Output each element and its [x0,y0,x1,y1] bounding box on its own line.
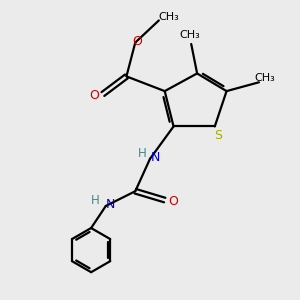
Text: O: O [169,195,178,208]
Text: N: N [151,152,160,164]
Text: H: H [91,194,100,207]
Text: S: S [214,129,222,142]
Text: H: H [137,147,146,160]
Text: CH₃: CH₃ [254,73,275,83]
Text: CH₃: CH₃ [159,13,179,22]
Text: O: O [132,35,142,48]
Text: N: N [106,198,115,211]
Text: CH₃: CH₃ [179,30,200,40]
Text: O: O [90,89,100,102]
